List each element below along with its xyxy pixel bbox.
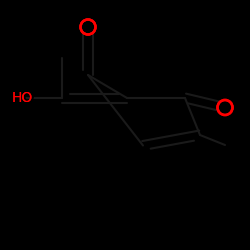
Text: HO: HO bbox=[12, 91, 33, 105]
Text: HO: HO bbox=[12, 91, 33, 105]
Circle shape bbox=[218, 100, 232, 114]
Circle shape bbox=[81, 20, 95, 34]
Text: HO: HO bbox=[10, 90, 36, 106]
